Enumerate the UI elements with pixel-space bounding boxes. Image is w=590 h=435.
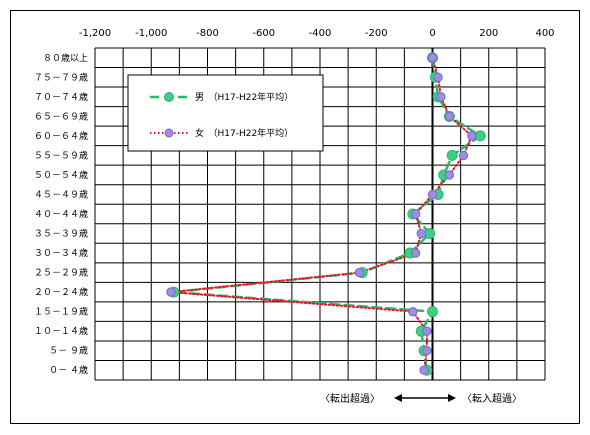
flow-annotation: 〈転出超過〉 〈転入超過〉 [320,392,522,405]
x-tick-label: -800 [196,28,219,39]
x-tick-label: -200 [365,28,388,39]
data-point [410,209,421,219]
category-label: ４０－４４歳 [34,208,88,220]
data-point [427,189,438,200]
data-point [436,92,446,102]
category-label: ２５－２９歳 [34,267,88,279]
legend-box [127,74,324,152]
data-point [422,326,432,336]
data-point [444,111,455,122]
data-point [433,72,443,82]
data-point [424,228,436,240]
data-point [474,130,486,142]
data-point [166,287,176,297]
x-tick-label: 0 [429,28,435,39]
x-tick-label: -1,000 [135,28,167,39]
category-label: ５－ ９歳 [49,345,88,357]
legend-marker [164,128,174,138]
category-label: ６０－６４歳 [34,130,88,142]
inflow-label: 〈転入超過〉 [462,392,522,405]
data-point [354,267,365,278]
data-point [408,306,418,317]
x-tick-label: -400 [309,28,332,39]
data-point [446,149,458,161]
data-point [416,228,426,239]
arrow-left-head-icon [394,394,402,402]
data-point [467,131,477,141]
category-label: ２０－２４歳 [34,286,88,298]
x-tick-label: 400 [535,28,554,39]
data-point [422,346,432,356]
legend: 男 （H17-H22年平均） 女 （H17-H22年平均） [127,74,324,152]
data-point [444,170,455,180]
category-label: １０－１４歳 [34,325,88,337]
data-point [427,53,438,63]
category-label: ６５－６９歳 [34,110,88,122]
category-labels: ８０歳以上 ７５－７９歳 ７０－７４歳 ６５－６９歳 ６０－６４歳 ５５－５９歳 ５０－５４… [34,52,88,376]
chart-frame [10,10,580,424]
x-tick-label: -600 [252,28,275,39]
legend-marker [164,92,174,102]
data-point [458,150,469,161]
x-tick-label: 200 [479,28,498,39]
series-group [166,52,486,376]
category-label: ５５－５９歳 [34,149,88,161]
arrow-right-head-icon [448,394,456,402]
category-label: ５０－５４歳 [34,169,88,181]
x-tick-labels: -1,200 -1,000 -800 -600 -400 -200 0 200 400 [79,28,555,39]
data-point [419,365,429,375]
category-label: ３０－３４歳 [34,247,88,259]
data-point [427,306,438,318]
category-label: ７５－７９歳 [34,71,88,83]
category-label: ８０歳以上 [43,52,88,64]
category-label: ７０－７４歳 [34,91,88,103]
category-label: ０－ ４歳 [49,364,88,376]
legend-label: 女 （H17-H22年平均） [195,127,293,139]
category-label: ３５－３９歳 [34,228,88,240]
outflow-label: 〈転出超過〉 [320,392,380,405]
data-point [410,248,421,258]
category-label: ４５－４９歳 [34,188,88,200]
category-label: １５－１９歳 [34,306,88,318]
x-tick-label: -1,200 [79,28,111,39]
legend-label: 男 （H17-H22年平均） [195,91,293,103]
